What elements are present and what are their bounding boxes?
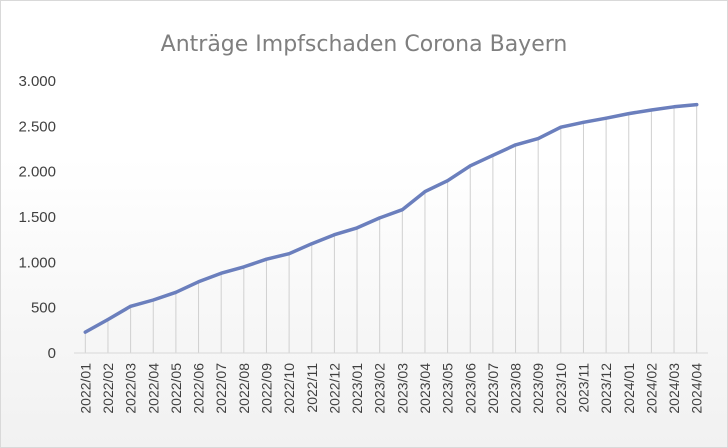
data-point [174, 290, 178, 294]
x-tick-label: 2022/06 [191, 363, 207, 414]
data-point [106, 317, 110, 321]
x-tick-label: 2023/12 [598, 363, 614, 414]
data-point [378, 216, 382, 220]
data-point [559, 125, 563, 129]
y-tick-label: 500 [31, 300, 56, 317]
x-tick-label: 2024/01 [621, 363, 637, 414]
x-tick-label: 2023/02 [372, 363, 388, 414]
x-axis-labels: 2022/01 2022/02 2022/03 2022/04 2022/05 2022/… [77, 363, 704, 414]
series-layer [83, 102, 699, 334]
drop-lines [84, 104, 698, 353]
x-tick-label: 2022/05 [168, 363, 184, 414]
x-tick-label: 2024/03 [666, 363, 682, 414]
x-tick-label: 2023/04 [417, 363, 433, 414]
data-point [604, 116, 608, 120]
data-point [695, 103, 699, 107]
data-point [423, 190, 427, 194]
x-tick-label: 2023/01 [349, 363, 365, 414]
y-tick-label: 2.500 [18, 118, 56, 135]
data-point [672, 105, 676, 109]
data-point [491, 153, 495, 157]
x-tick-label: 2023/05 [440, 363, 456, 414]
data-point [264, 257, 268, 261]
data-point [649, 108, 653, 112]
x-tick-label: 2022/09 [258, 363, 274, 414]
x-tick-label: 2023/08 [508, 363, 524, 414]
data-point [310, 242, 314, 246]
x-tick-label: 2022/10 [281, 363, 297, 414]
data-point [129, 304, 133, 308]
x-tick-label: 2023/03 [394, 363, 410, 414]
data-point [332, 233, 336, 237]
data-point [581, 120, 585, 124]
data-point [197, 280, 201, 284]
data-point [514, 143, 518, 147]
x-tick-label: 2023/09 [530, 363, 546, 414]
y-tick-label: 0 [48, 345, 56, 362]
data-point [219, 271, 223, 275]
data-point [242, 265, 246, 269]
y-tick-label: 3.000 [18, 73, 56, 90]
x-tick-label: 2023/06 [462, 363, 478, 414]
data-point [468, 164, 472, 168]
data-point [151, 298, 155, 302]
x-tick-label: 2022/07 [213, 363, 229, 414]
y-tick-label: 2.000 [18, 164, 56, 181]
data-point [83, 330, 87, 334]
x-tick-label: 2022/04 [145, 363, 161, 414]
x-tick-label: 2023/07 [485, 363, 501, 414]
x-tick-label: 2022/08 [236, 363, 252, 414]
x-tick-label: 2022/12 [326, 363, 342, 414]
x-tick-label: 2023/11 [575, 363, 591, 413]
x-tick-label: 2024/02 [643, 363, 659, 414]
data-point [446, 179, 450, 183]
data-point [355, 226, 359, 230]
data-point [400, 208, 404, 212]
y-axis-labels: 0 500 1.000 1.500 2.000 2.500 3.000 [18, 73, 56, 362]
x-tick-label: 2022/01 [77, 363, 93, 414]
x-tick-label: 2022/03 [123, 363, 139, 414]
x-tick-label: 2023/10 [553, 363, 569, 414]
chart-title: Anträge Impfschaden Corona Bayern [161, 32, 568, 57]
data-point [536, 137, 540, 141]
data-point [627, 112, 631, 116]
x-tick-label: 2024/04 [689, 363, 705, 414]
x-tick-label: 2022/11 [304, 363, 320, 413]
y-tick-label: 1.000 [18, 254, 56, 271]
y-tick-label: 1.500 [18, 209, 56, 226]
series-line [83, 102, 699, 334]
x-tick-label: 2022/02 [100, 363, 116, 414]
data-point [287, 252, 291, 256]
